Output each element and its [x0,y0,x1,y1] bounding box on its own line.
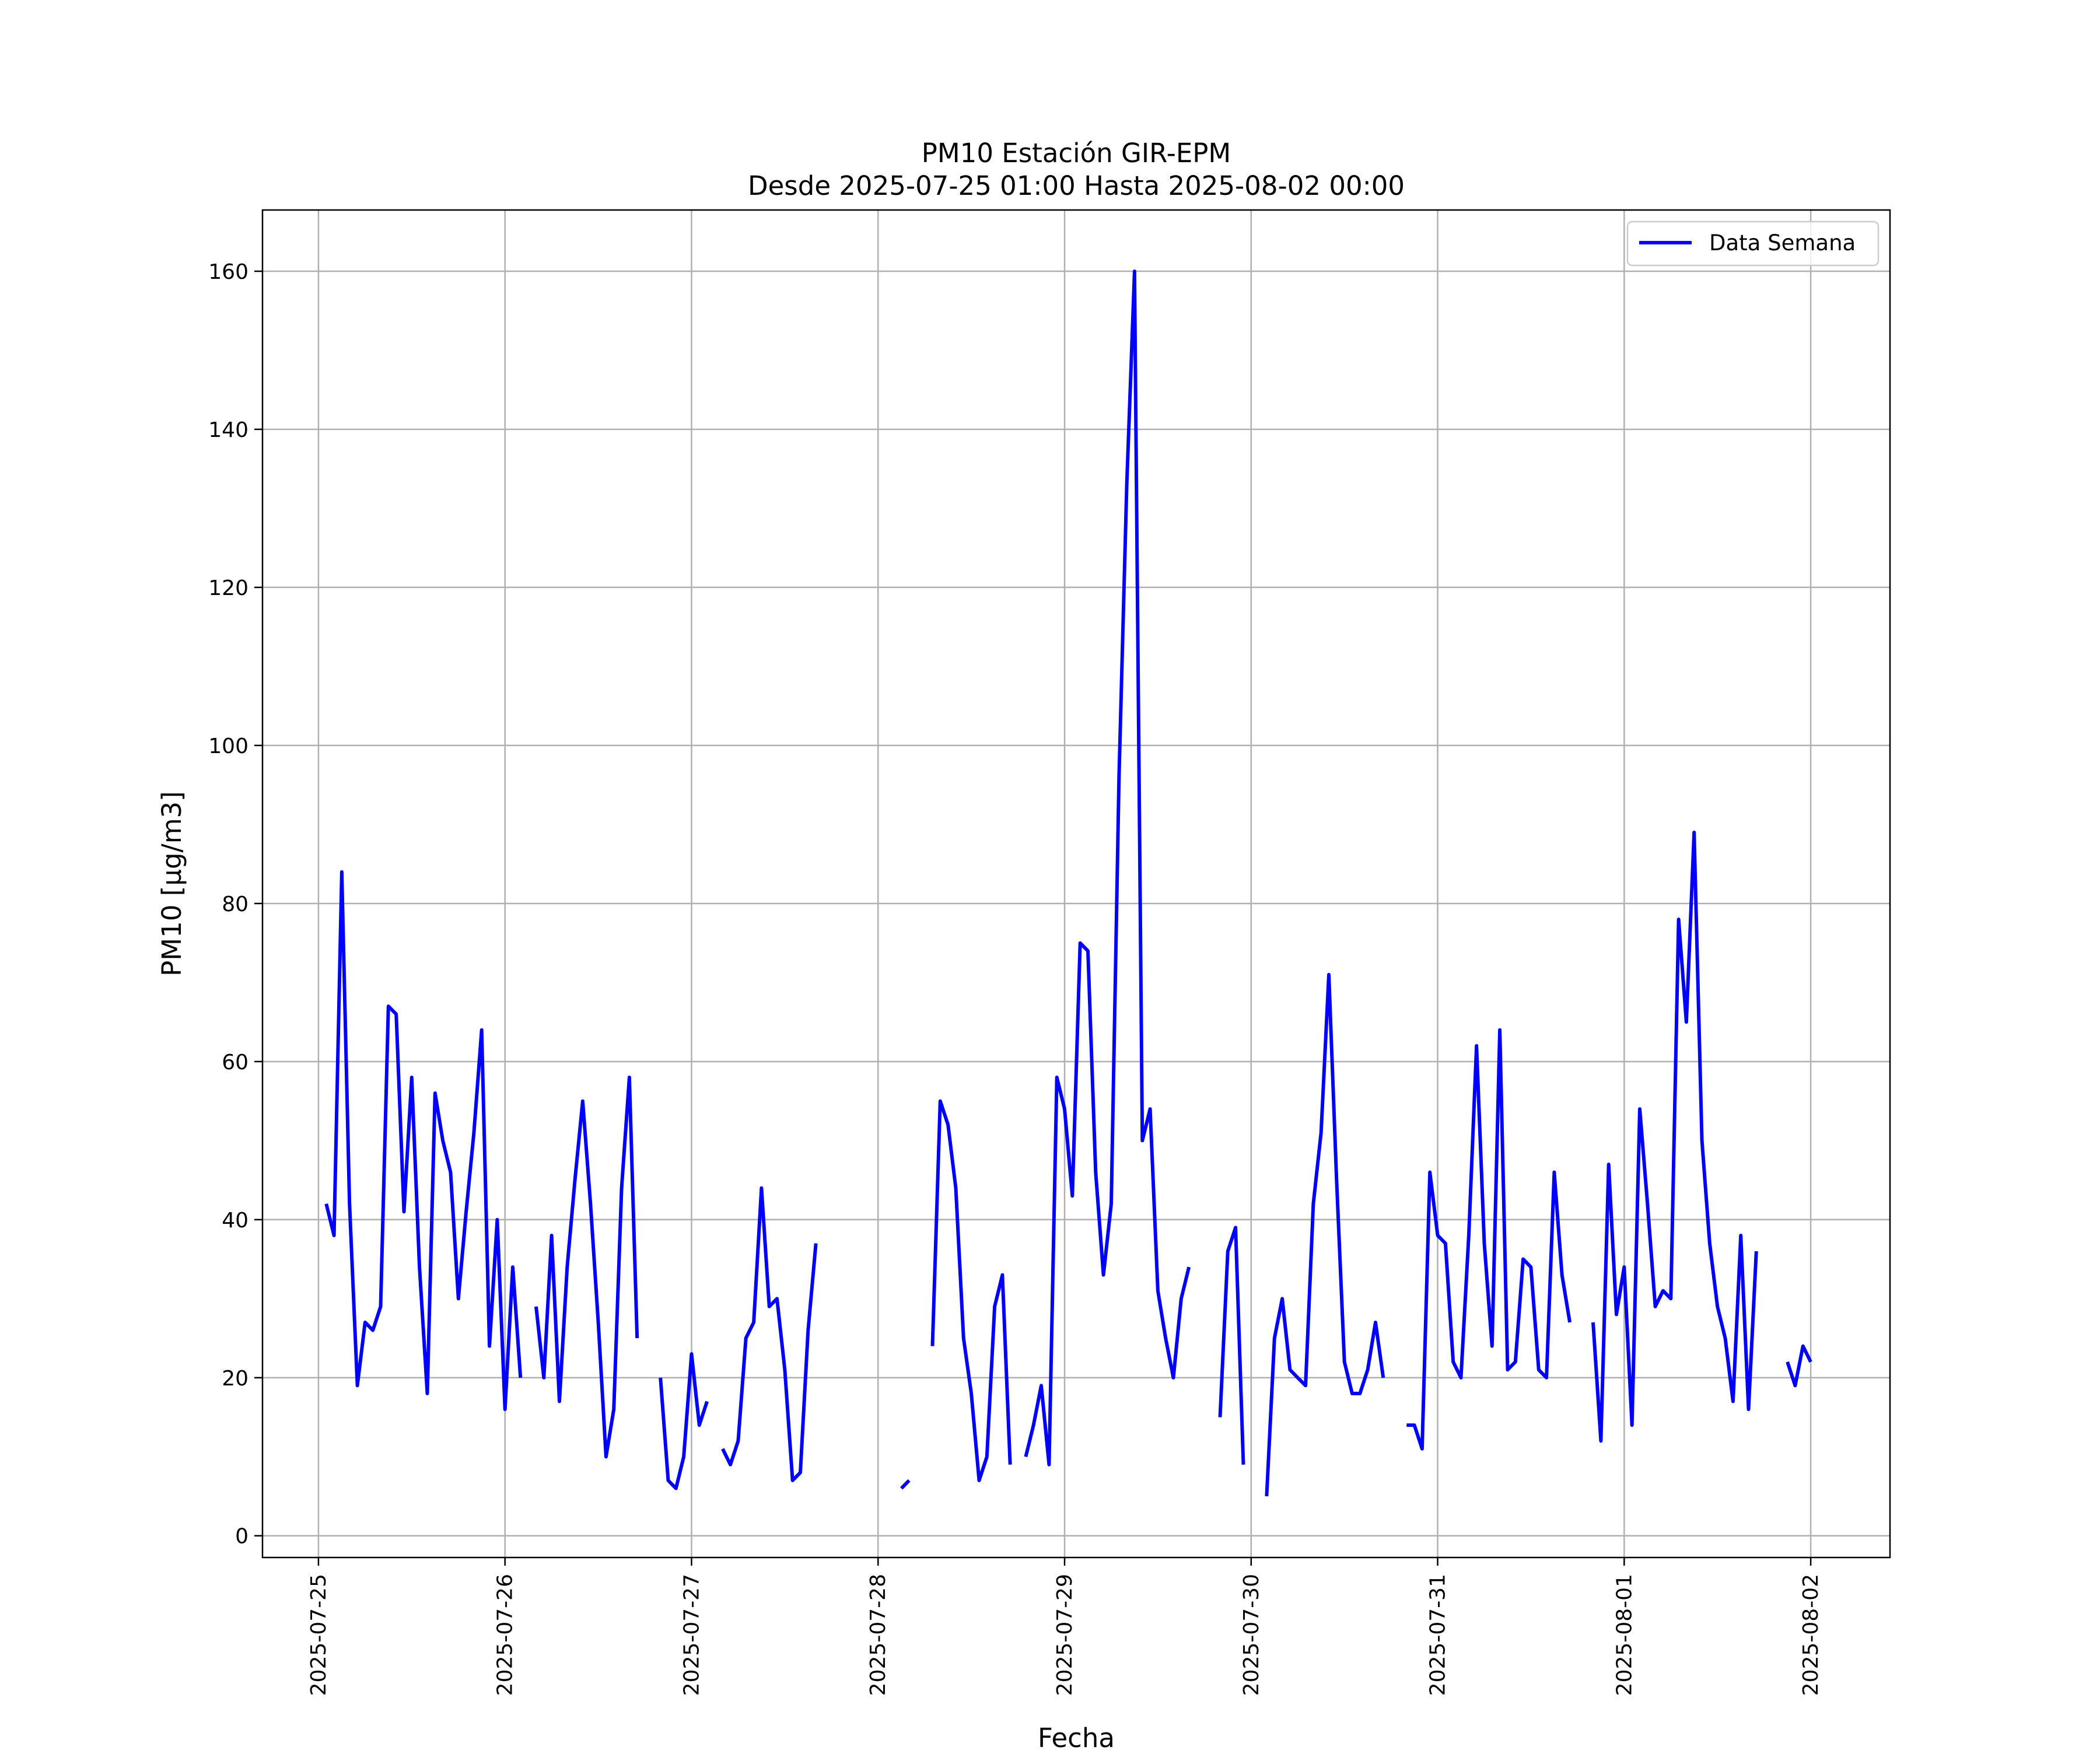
series-line-segment [1406,1028,1572,1451]
series-line-segment [900,1479,911,1490]
y-tick-label: 120 [208,576,249,600]
x-tick-label: 2025-07-31 [1426,1574,1450,1696]
plot-frame [261,209,1891,1559]
x-tick-label: 2025-08-02 [1799,1574,1823,1696]
chart-subtitle: Desde 2025-07-25 01:00 Hasta 2025-08-02 … [748,170,1405,201]
series-line-segment [1024,270,1191,1466]
x-axis-label: Fecha [1038,1723,1115,1750]
axis-ticks: 2025-07-25 2025-07-26 2025-07-27 2025-07-28… [208,260,1823,1696]
x-tick-label: 2025-07-30 [1240,1574,1264,1696]
x-tick-label: 2025-07-27 [680,1574,704,1696]
x-tick-label: 2025-08-01 [1612,1574,1636,1696]
chart-title: PM10 Estación GIR-EPM [922,138,1231,169]
y-tick-label: 80 [222,892,249,916]
series-line-segment [930,1099,1012,1482]
series-line-segment [1786,1344,1812,1388]
legend: Data Semana [1626,220,1880,267]
series-line-segment [1218,1226,1245,1465]
series-line-segment [1265,972,1385,1497]
x-tick-label: 2025-07-29 [1053,1574,1077,1696]
series-line-segment [324,870,523,1411]
y-tick-label: 20 [222,1367,249,1391]
x-tick-label: 2025-07-28 [866,1574,890,1696]
y-tick-label: 40 [222,1209,249,1233]
series-line-segment [534,1075,639,1459]
y-axis-label: PM10 [μg/m3] [156,791,187,976]
series-line-segment [1591,830,1758,1443]
y-tick-label: 0 [235,1525,249,1549]
series-line-segment [659,1352,709,1490]
series-line-segment [721,1186,818,1482]
y-tick-label: 60 [222,1051,249,1074]
series-data-semana [324,270,1812,1497]
x-tick-label: 2025-07-26 [494,1574,517,1696]
legend-box [1626,220,1880,267]
y-tick-label: 100 [208,734,249,758]
y-tick-label: 160 [208,260,249,284]
legend-entry-label: Data Semana [1709,230,1856,256]
y-tick-label: 140 [208,418,249,442]
x-tick-label: 2025-07-25 [307,1574,331,1696]
